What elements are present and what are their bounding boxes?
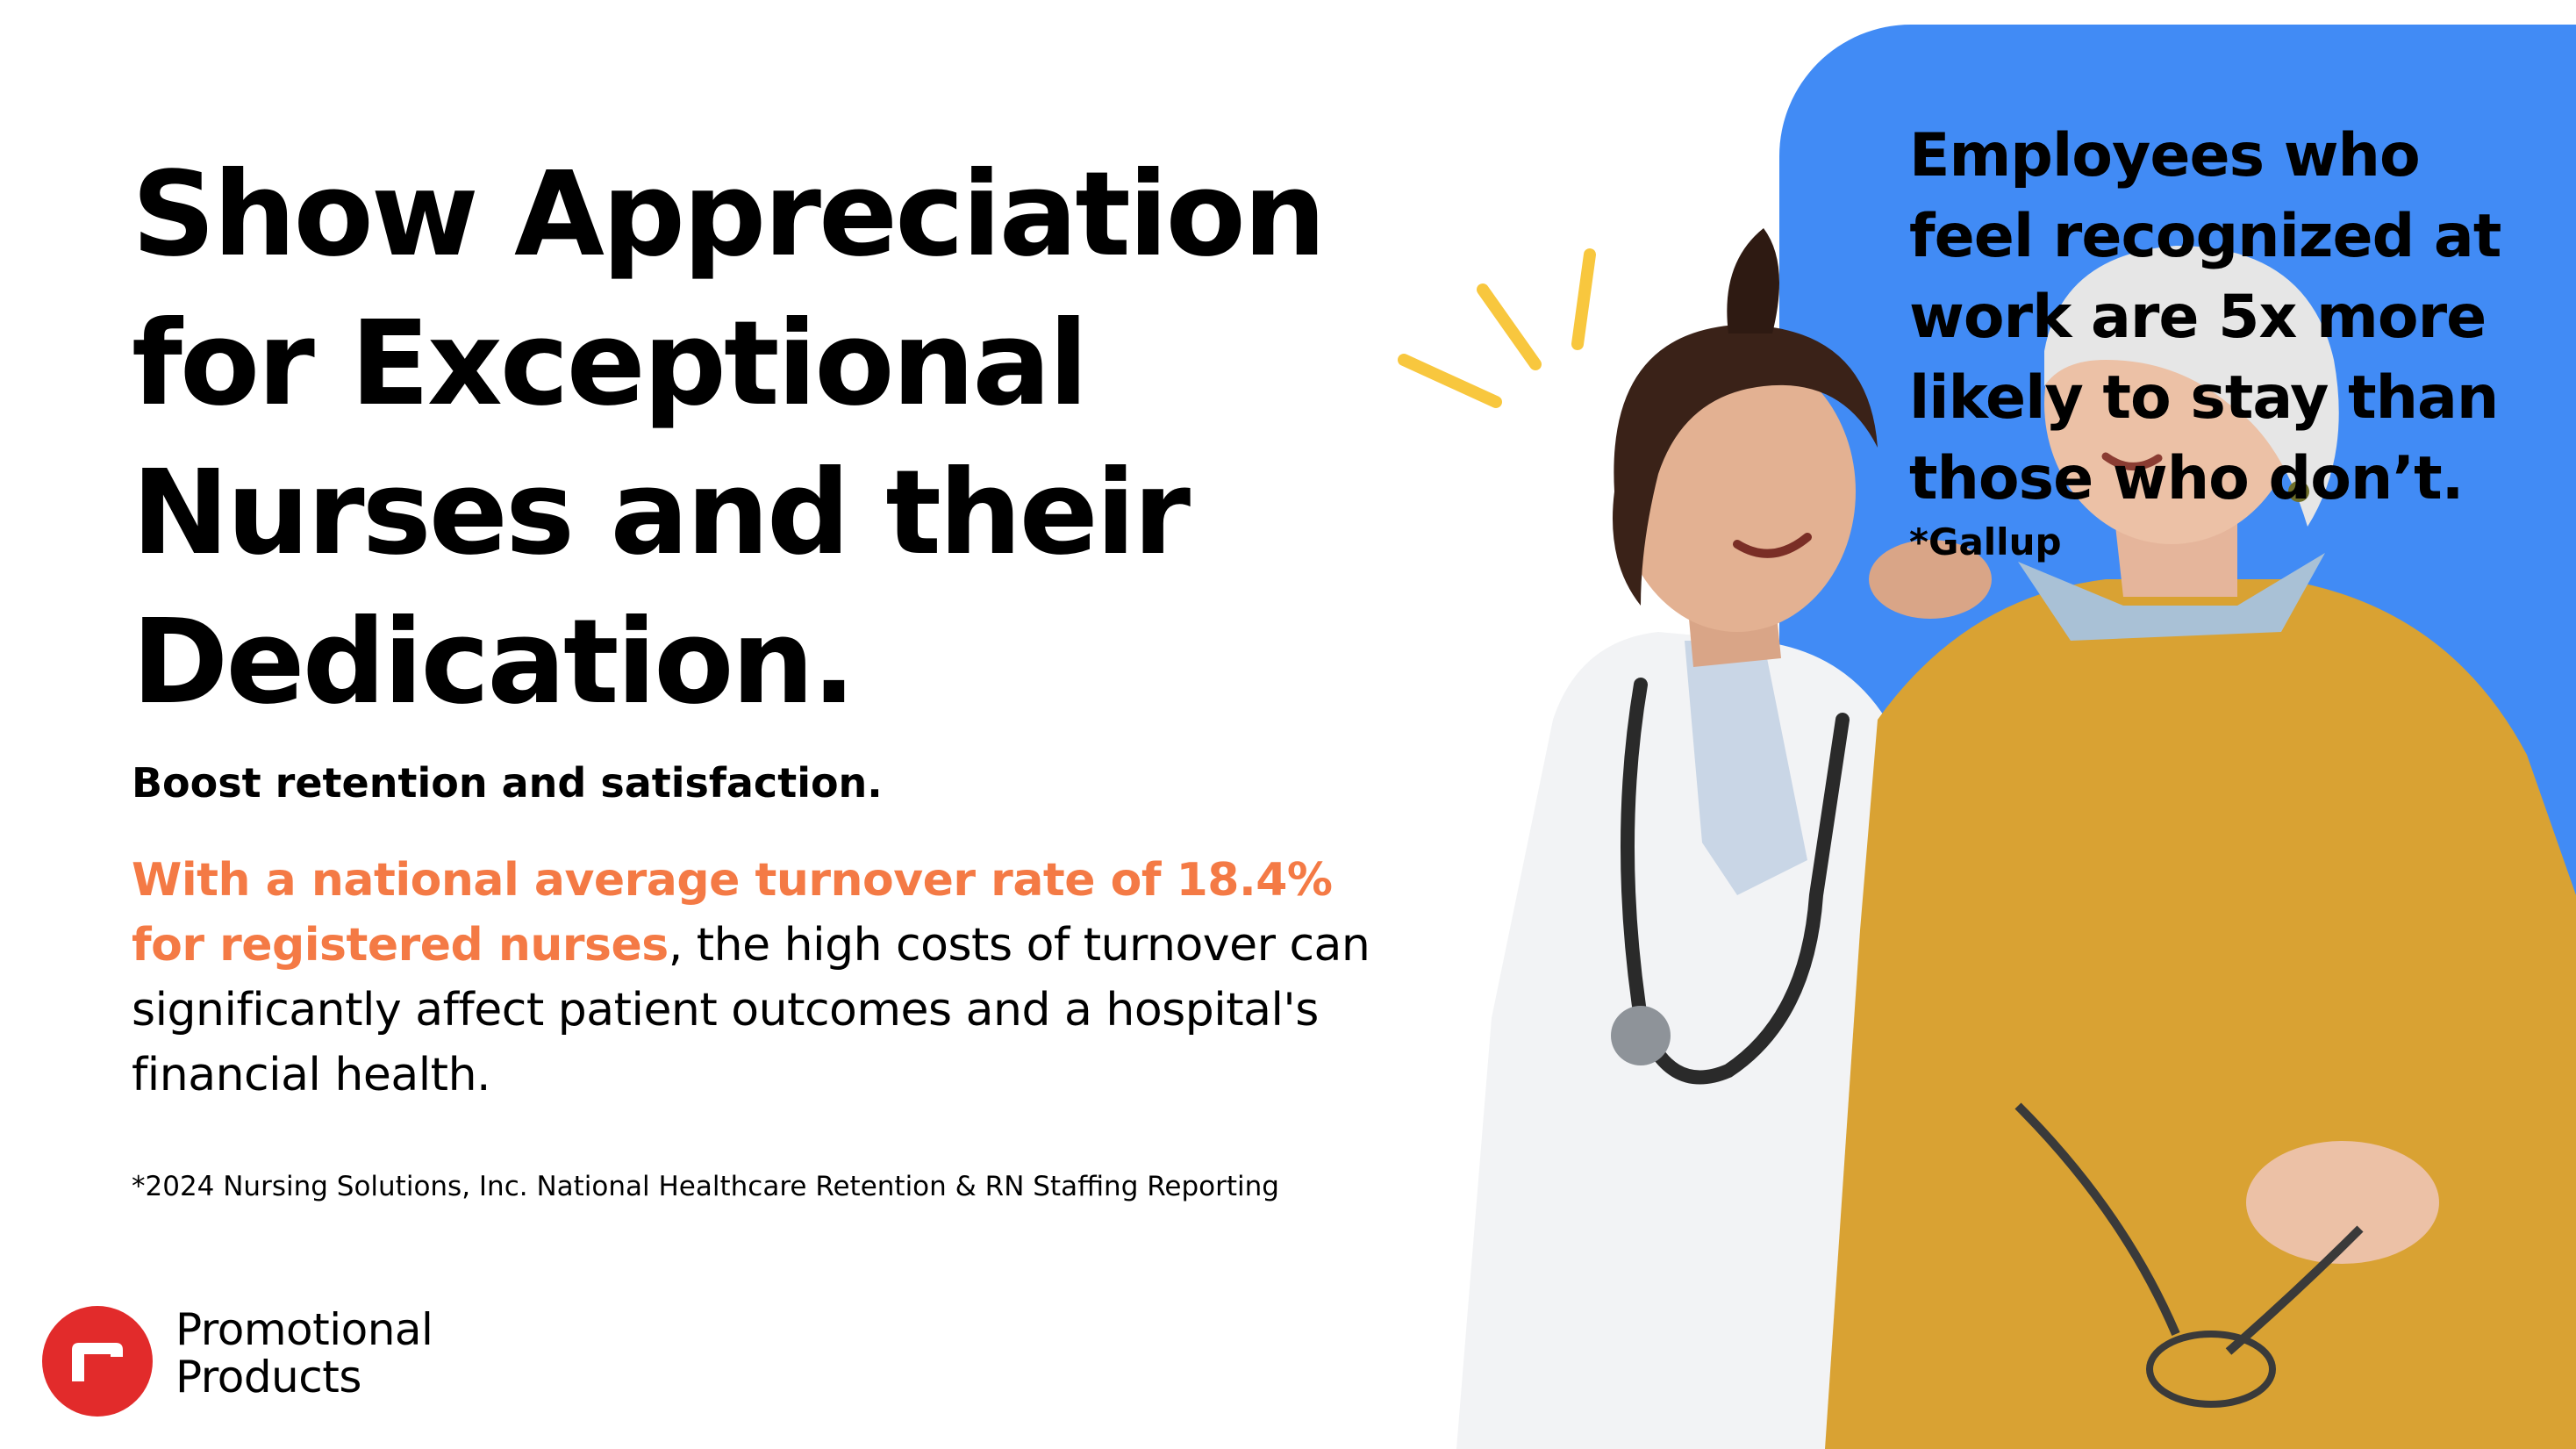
eyeglasses-lens: [2146, 1331, 2276, 1408]
headline-line: for Exceptional: [132, 297, 1089, 432]
body-text: , the high costs of turnover can signifi…: [132, 919, 1370, 1101]
stat-callout: Employees who feel recognized at work ar…: [1909, 116, 2558, 520]
brand-logo-icon: [42, 1306, 153, 1417]
patient-collar: [2018, 553, 2325, 641]
stat-line: feel recognized at: [1909, 202, 2501, 271]
headline-line: Dedication.: [132, 595, 856, 730]
patient-sweater: [1825, 579, 2576, 1449]
stat-line: Employees who: [1909, 121, 2421, 190]
subheadline: Boost retention and satisfaction.: [132, 759, 883, 807]
sparkle-line: [1398, 354, 1502, 408]
logo-circle: [42, 1306, 153, 1417]
nurse-hand: [1869, 540, 1992, 619]
sparkle-line: [1477, 283, 1542, 370]
highlight-text: for registered nurses: [132, 919, 669, 972]
stat-source: *Gallup: [1909, 520, 2062, 563]
stethoscope: [1621, 678, 1850, 1085]
stat-line: likely to stay than: [1909, 363, 2499, 433]
patient-earring: [2288, 481, 2309, 502]
brand-name-line: Promotional: [175, 1304, 433, 1355]
highlight-text: With a national average turnover rate of…: [132, 854, 1333, 907]
stat-line: work are 5x more: [1909, 283, 2487, 352]
headline-line: Nurses and their: [132, 446, 1191, 581]
stethoscope-bell: [1611, 1006, 1671, 1065]
sparkle-icon: [1398, 248, 1596, 408]
patient-smile: [2101, 452, 2163, 470]
patient-hair: [2044, 246, 2339, 527]
sparkle-line: [1571, 248, 1596, 350]
headline: Show Appreciation for Exceptional Nurses…: [132, 140, 1404, 737]
footnote: *2024 Nursing Solutions, Inc. National H…: [132, 1171, 1279, 1202]
nurse-patient-photo: [1456, 228, 2576, 1449]
nurse-hair: [1613, 325, 1878, 606]
nurse-smile: [1733, 533, 1812, 558]
nurse-ponytail: [1727, 228, 1779, 334]
nurse-shirt: [1685, 641, 1807, 895]
brand-name-line: Products: [175, 1352, 361, 1402]
headline-line: Show Appreciation: [132, 147, 1327, 283]
brand-name: Promotional Products: [175, 1306, 433, 1401]
patient-hand: [2246, 1141, 2439, 1264]
logo-mark: [72, 1343, 123, 1381]
body-paragraph: With a national average turnover rate of…: [132, 848, 1377, 1108]
stat-line: those who don’t.: [1909, 444, 2465, 513]
